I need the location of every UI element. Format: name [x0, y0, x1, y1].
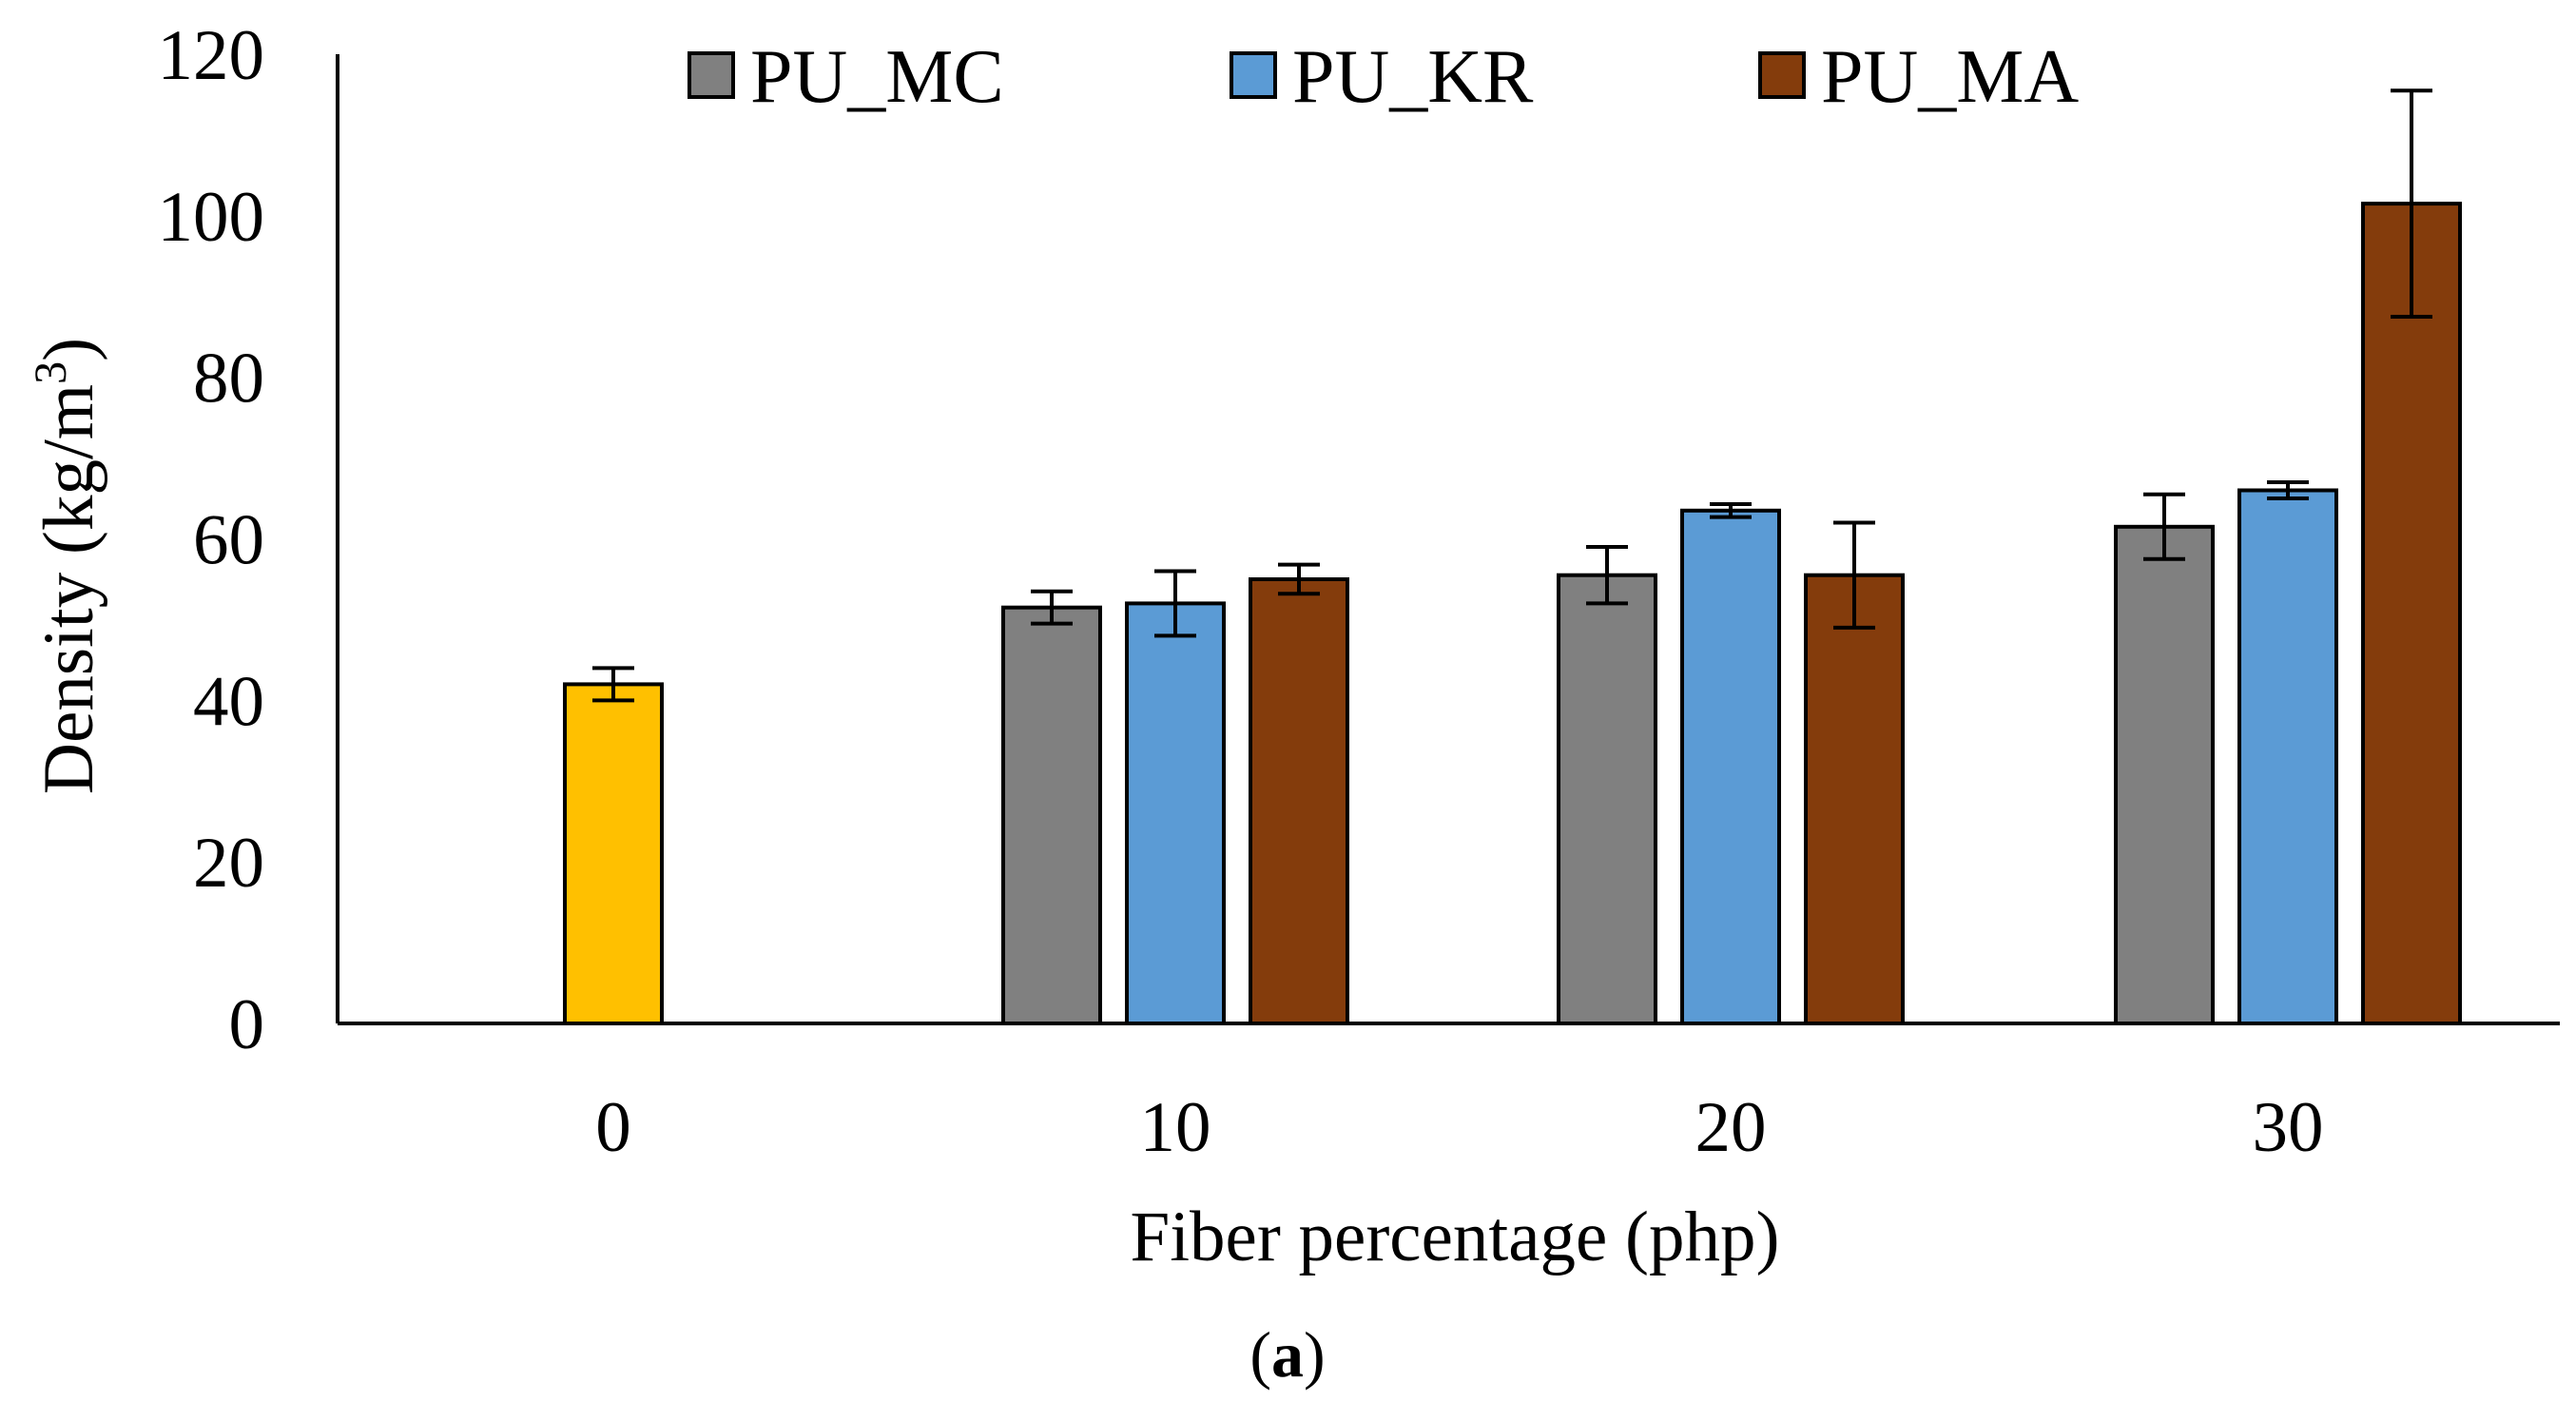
y-tick-label-20: 20 [193, 824, 264, 903]
legend-label-pu-kr: PU_KR [1292, 35, 1534, 119]
panel-label-close: ) [1304, 1318, 1326, 1391]
panel-label: (a) [1249, 1318, 1325, 1391]
bar-pu-ma-20 [1804, 573, 1905, 1025]
y-tick-label-60: 60 [193, 501, 264, 580]
legend: PU_MC PU_KR PU_MA [688, 35, 2079, 119]
bar-pu-kr-10 [1125, 601, 1226, 1026]
bar-pu-kr-20 [1680, 508, 1781, 1025]
y-axis-title-suffix: ) [29, 338, 108, 361]
bar-pu-ma-10 [1249, 577, 1349, 1025]
y-axis-title-main: Density (kg/m [29, 384, 108, 794]
y-tick-label-100: 100 [158, 178, 265, 257]
bar-pu-0 [563, 682, 664, 1026]
panel-label-open: ( [1249, 1318, 1271, 1391]
x-tick-label-10: 10 [1140, 1088, 1211, 1167]
x-tick-label-20: 20 [1695, 1088, 1767, 1167]
error-bars-layer [592, 88, 2432, 703]
y-tick-label-0: 0 [229, 985, 265, 1064]
y-tick-label-120: 120 [158, 16, 265, 95]
panel-label-letter: a [1271, 1318, 1304, 1391]
bars-layer [563, 202, 2462, 1026]
x-tick-label-30: 30 [2253, 1088, 2324, 1167]
legend-label-pu-ma: PU_MA [1821, 35, 2079, 119]
bar-pu-ma-30 [2361, 202, 2462, 1026]
y-tick-label-40: 40 [193, 662, 264, 741]
x-tick-label-0: 0 [595, 1088, 631, 1167]
legend-swatch-pu-kr [1230, 51, 1277, 99]
bar-pu-mc-10 [1001, 605, 1102, 1025]
legend-swatch-pu-ma [1758, 51, 1806, 99]
bar-pu-kr-30 [2237, 488, 2338, 1025]
bar-pu-mc-20 [1557, 573, 1657, 1025]
y-axis-title: Density (kg/m3) [26, 338, 108, 794]
bar-pu-mc-30 [2114, 524, 2215, 1025]
x-axis-title: Fiber percentage (php) [1130, 1198, 1779, 1276]
tick-labels-layer: 0 20 40 60 80 100 120 0 10 20 30 [158, 16, 2324, 1167]
legend-label-pu-mc: PU_MC [750, 35, 1004, 119]
axes-layer [336, 54, 2560, 1025]
legend-swatch-pu-mc [688, 51, 735, 99]
y-tick-label-80: 80 [193, 340, 264, 419]
y-axis-title-superscript: 3 [26, 361, 76, 384]
